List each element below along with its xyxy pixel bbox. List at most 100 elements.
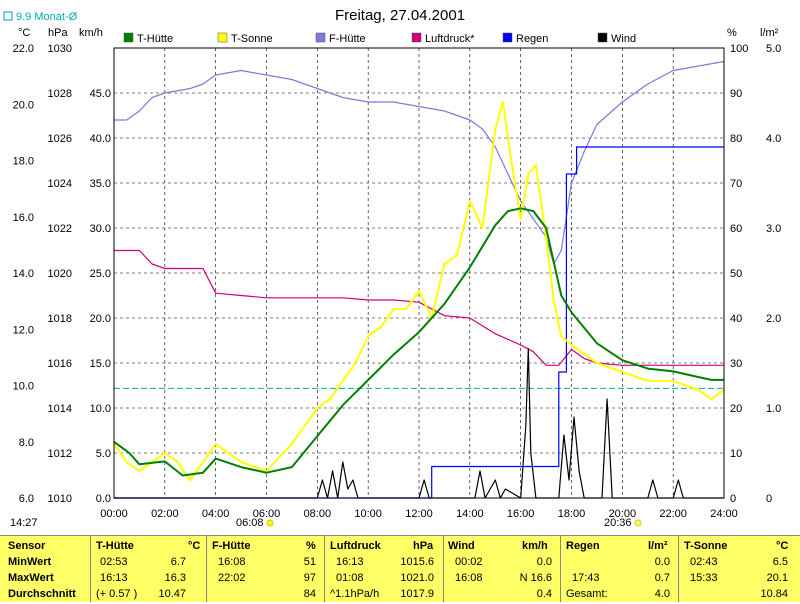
header-luft: Luftdruck: [330, 540, 381, 552]
press-tick-label: 1018: [48, 313, 72, 325]
temp-tick-label: 8.0: [19, 437, 34, 449]
press-tick-label: 1016: [48, 358, 72, 370]
legend-label: Luftdruck*: [425, 33, 475, 45]
thutte-value: 10.47: [158, 588, 186, 600]
legend-label: Regen: [516, 33, 548, 45]
fhutte-value: 51: [303, 556, 316, 568]
pct-tick-label: 30: [730, 358, 742, 370]
wind-tick-label: 0.0: [96, 493, 111, 505]
pct-tick-label: 10: [730, 448, 742, 460]
series-line-thtte: [113, 207, 724, 477]
fhutte-time: 22:02: [218, 572, 246, 584]
luft-time: 16:13: [336, 556, 364, 568]
row-label: Durchschnitt: [8, 588, 76, 600]
grid: [114, 48, 724, 498]
header-tsonne-unit: °C: [776, 540, 789, 552]
legend-label: Wind: [611, 33, 636, 45]
series-line-luftdruck: [114, 249, 724, 366]
press-tick-label: 1012: [48, 448, 72, 460]
tsonne-value: 10.84: [760, 588, 788, 600]
x-tick-label: 08:00: [304, 508, 332, 520]
x-tick-label: 04:00: [202, 508, 230, 520]
stats-row-min: MinWert 02:53 6.7 16:08 51 16:13 1015.6 …: [0, 556, 800, 572]
pct-tick-label: 70: [730, 178, 742, 190]
x-tick-label: 14:00: [456, 508, 484, 520]
x-tick-label: 20:00: [609, 508, 637, 520]
stats-table: Sensor T-Hütte °C F-Hütte % Luftdruck hP…: [0, 535, 800, 602]
legend-swatch: [597, 32, 608, 43]
regen-total-label: Gesamt:: [566, 588, 608, 600]
chart-title: Freitag, 27.04.2001: [335, 7, 465, 24]
x-tick-label: 24:00: [710, 508, 738, 520]
temp-tick-label: 20.0: [13, 99, 34, 111]
row-label: MaxWert: [8, 572, 54, 584]
wind-time: 00:02: [455, 556, 483, 568]
thutte-value: 16.3: [164, 572, 186, 584]
tsonne-time: 02:43: [690, 556, 718, 568]
wind-value: 0.0: [536, 556, 552, 568]
fhutte-value: 84: [303, 588, 316, 600]
tsonne-value: 6.5: [772, 556, 788, 568]
temp-tick-label: 16.0: [13, 212, 34, 224]
temp-tick-label: 22.0: [13, 43, 34, 55]
col-separator: [90, 536, 91, 602]
regen-value: 0.0: [654, 556, 670, 568]
rain-tick-label: 0: [766, 493, 772, 505]
temp-tick-label: 18.0: [13, 156, 34, 168]
regen-value: 0.7: [654, 572, 670, 584]
temp-tick-label: 12.0: [13, 324, 34, 336]
press-tick-label: 1014: [48, 403, 72, 415]
header-luft-unit: hPa: [413, 540, 434, 552]
rain-tick-label: 5.0: [766, 43, 781, 55]
sunset-time: 20:36: [604, 517, 632, 529]
thutte-value: 6.7: [170, 556, 186, 568]
rain-tick-label: 4.0: [766, 133, 781, 145]
sunrise-time: 06:08: [236, 517, 264, 529]
monthly-avg-checkbox[interactable]: [3, 11, 13, 21]
temp-unit-label: °C: [18, 27, 30, 39]
wind-tick-label: 20.0: [90, 313, 111, 325]
regen-value: 4.0: [654, 588, 670, 600]
col-separator: [206, 536, 207, 602]
wind-value: N 16.6: [519, 572, 552, 584]
stats-row-avg: Durchschnitt (+ 0.57 ) 10.47 84 ^1.1hPa/…: [0, 588, 800, 604]
pct-tick-label: 20: [730, 403, 742, 415]
thutte-time: 02:53: [100, 556, 128, 568]
wind-time: 16:08: [455, 572, 483, 584]
press-unit-label: hPa: [48, 27, 68, 39]
col-separator: [324, 536, 325, 602]
x-tick-label: 00:00: [100, 508, 128, 520]
stats-header-row: Sensor T-Hütte °C F-Hütte % Luftdruck hP…: [0, 540, 800, 556]
series-line-fhtte: [114, 60, 725, 265]
header-sensor: Sensor: [8, 540, 46, 552]
wind-tick-label: 10.0: [90, 403, 111, 415]
series-layer: [113, 60, 725, 499]
rain-tick-label: 1.0: [766, 403, 781, 415]
tsonne-value: 20.1: [766, 572, 788, 584]
regen-time: 17:43: [572, 572, 600, 584]
press-tick-label: 1030: [48, 43, 72, 55]
press-tick-label: 1026: [48, 133, 72, 145]
header-fhutte: F-Hütte: [212, 540, 251, 552]
header-fhutte-unit: %: [306, 540, 316, 552]
monthly-avg-label[interactable]: 9.9 Monat-Ø: [16, 11, 78, 23]
weather-chart: Freitag, 27.04.2001 9.9 Monat-Ø °C hPa k…: [3, 7, 782, 529]
axes: 00:00 02:00 04:00 06:00 08:00 10:00 12:00 14:00…: [13, 43, 782, 520]
header-wind-unit: km/h: [522, 540, 548, 552]
legend-swatch: [123, 32, 134, 43]
legend-swatch: [315, 32, 326, 43]
temp-tick-label: 6.0: [19, 493, 34, 505]
wind-tick-label: 15.0: [90, 358, 111, 370]
pct-tick-label: 0: [730, 493, 736, 505]
temp-tick-label: 10.0: [13, 381, 34, 393]
press-tick-label: 1020: [48, 268, 72, 280]
luft-value: 1015.6: [400, 556, 434, 568]
press-tick-label: 1010: [48, 493, 72, 505]
legend-label: T-Hütte: [137, 33, 173, 45]
stats-row-max: MaxWert 16:13 16.3 22:02 97 01:08 1021.0…: [0, 572, 800, 588]
legend-swatch: [502, 32, 513, 43]
sunset-icon: [634, 519, 642, 527]
wind-value: 0.4: [536, 588, 552, 600]
press-tick-label: 1022: [48, 223, 72, 235]
luft-value: 1021.0: [400, 572, 434, 584]
